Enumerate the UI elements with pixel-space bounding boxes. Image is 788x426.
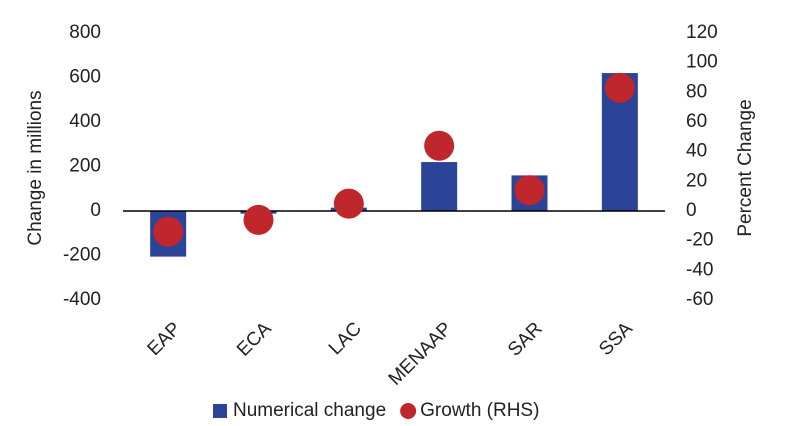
legend-swatch <box>213 404 227 418</box>
y2-tick-label: 20 <box>686 170 707 191</box>
x-tick-label: SAR <box>504 318 546 360</box>
y2-tick-label: 120 <box>686 22 718 43</box>
y2-tick-label: 40 <box>686 141 707 162</box>
y2-tick-label: 80 <box>686 81 707 102</box>
y-tick-label: 800 <box>69 22 101 43</box>
y-tick-label: 200 <box>69 156 101 177</box>
x-tick-label: EAP <box>144 318 186 360</box>
y-tick-label: 600 <box>69 67 101 88</box>
y2-tick-label: 60 <box>686 111 707 132</box>
growth-dot <box>424 130 455 161</box>
growth-dot <box>514 175 545 206</box>
legend-label: Numerical change <box>233 400 386 421</box>
legend-label: Growth (RHS) <box>420 400 539 421</box>
y-axis-title: Change in millions <box>25 90 46 245</box>
growth-dot <box>243 204 274 235</box>
y-tick-label: 0 <box>90 200 101 221</box>
y2-axis-title: Percent Change <box>735 99 756 236</box>
x-tick-label: ECA <box>233 318 276 361</box>
y2-tick-label: -20 <box>686 230 713 251</box>
y2-tick-label: -60 <box>686 289 713 310</box>
y2-tick-label: -40 <box>686 259 713 280</box>
y-tick-label: -200 <box>63 245 101 266</box>
x-tick-label: LAC <box>325 318 366 359</box>
growth-dot <box>153 216 184 247</box>
bar <box>421 162 458 211</box>
legend-swatch <box>400 403 417 419</box>
y-tick-label: 400 <box>69 111 101 132</box>
y2-tick-label: 100 <box>686 52 718 73</box>
y2-tick-label: 0 <box>686 200 697 221</box>
growth-dot <box>604 72 635 103</box>
growth-dot <box>333 188 364 219</box>
y-tick-label: -400 <box>63 289 101 310</box>
x-tick-label: MENAAP <box>385 318 457 390</box>
x-tick-label: SSA <box>595 318 637 360</box>
